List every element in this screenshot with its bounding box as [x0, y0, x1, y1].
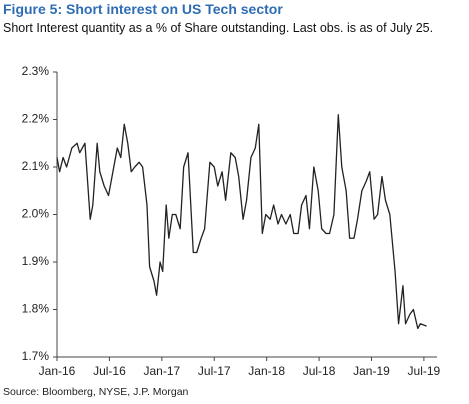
y-tick-label: 1.9% [22, 254, 50, 268]
x-tick-label: Jul-19 [408, 364, 441, 378]
y-tick-label: 2.0% [22, 207, 50, 221]
data-line [56, 114, 427, 330]
y-tick-label: 1.8% [22, 302, 50, 316]
chart-title: Figure 5: Short interest on US Tech sect… [3, 1, 283, 17]
chart-subtitle: Short Interest quantity as a % of Share … [3, 21, 434, 35]
y-tick-label: 2.2% [22, 112, 50, 126]
x-tick-label: Jul-17 [198, 364, 231, 378]
y-tick-label: 2.1% [22, 159, 50, 173]
chart: 1.7% 1.8% 1.9% 2.0% 2.1% 2.2% 2.3% Jan-16 Jul-16… [22, 64, 441, 378]
x-tick-label: Jan-17 [143, 364, 180, 378]
x-tick-label: Jul-16 [93, 364, 126, 378]
y-tick-label: 2.3% [22, 64, 50, 78]
x-tick-label: Jan-19 [353, 364, 390, 378]
y-tick-label: 1.7% [22, 349, 50, 363]
x-tick-label: Jul-18 [303, 364, 336, 378]
x-tick-label: Jan-16 [39, 364, 76, 378]
source-note: Source: Bloomberg, NYSE, J.P. Morgan [3, 386, 189, 398]
x-tick-label: Jan-18 [248, 364, 285, 378]
